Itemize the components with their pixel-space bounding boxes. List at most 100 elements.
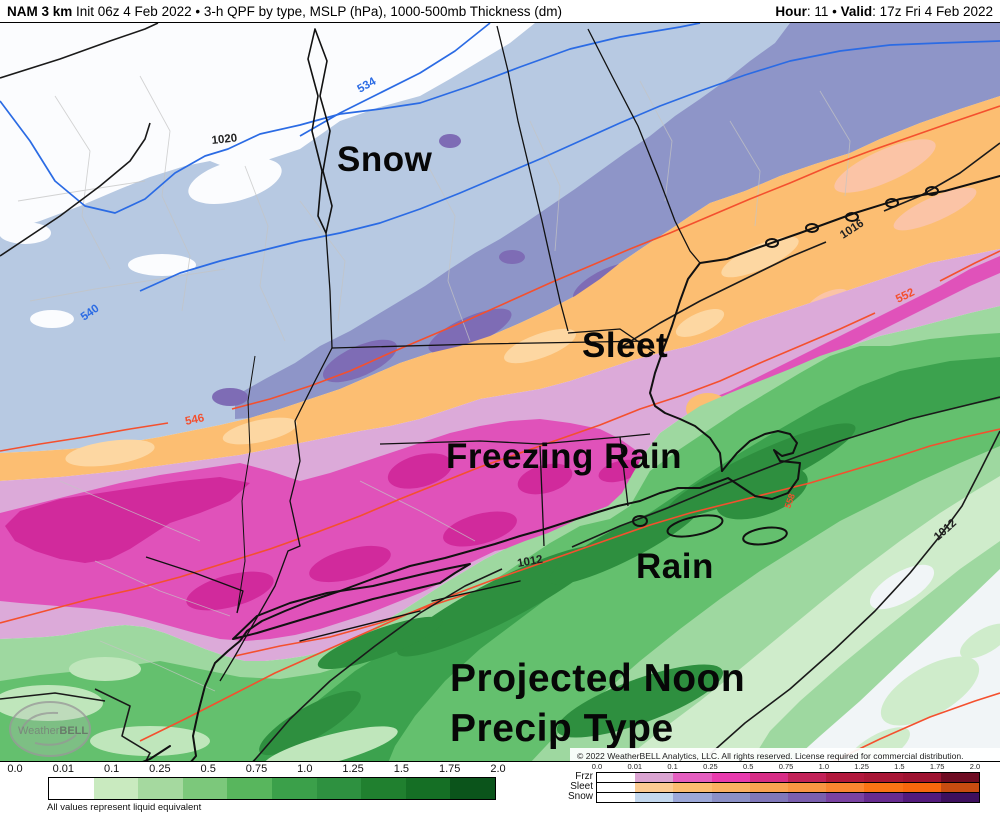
colorbar-segment (864, 772, 903, 782)
snow-medium-region (235, 23, 1000, 419)
colorbar-segment (597, 782, 636, 792)
qpf-colorbar (48, 777, 496, 800)
tick-label: 0.5 (742, 762, 754, 771)
tick-label: 0.1 (667, 762, 678, 771)
colorbar-segment (711, 772, 750, 782)
tick-label: 1.0 (297, 763, 313, 775)
colorbar-segment (361, 778, 406, 799)
thickness-contours-red (0, 105, 1000, 761)
valid-value: : 17z Fri 4 Feb 2022 (872, 3, 993, 19)
snow-annotation: Snow (337, 140, 433, 179)
tick-label: 2.0 (969, 762, 981, 771)
tick-label: 0.25 (149, 763, 171, 775)
colorbar-segment (749, 782, 789, 792)
qpf-caption: All values represent liquid equivalent (47, 802, 202, 813)
logo-text: WeatherBELL (18, 725, 88, 737)
model-name: NAM 3 km (7, 3, 73, 19)
colorbar-segment (316, 778, 362, 799)
weatherbell-logo: WeatherBELL (9, 701, 91, 757)
title-bar: NAM 3 km Init 06z 4 Feb 2022 • 3-h QPF b… (0, 0, 1000, 22)
colorbar-segment (749, 792, 789, 802)
colorbar-segment (597, 772, 636, 782)
tick-label: 1.75 (438, 763, 461, 775)
tick-label: 1.0 (818, 762, 830, 771)
mslp-1012a-label: 1012 (516, 554, 543, 570)
tick-label: 0.1 (103, 763, 120, 775)
sleet-region (0, 96, 1000, 481)
tick-label: 1.25 (342, 763, 364, 775)
colorbar-segment (673, 792, 712, 802)
thickness-contours-blue (0, 23, 1000, 292)
legend-strip: 0.0 0.01 0.1 0.25 0.5 0.75 1.0 1.25 1.5 1.75 2.0 A… (0, 762, 1000, 820)
tick-label: 1.5 (393, 763, 410, 775)
tick-label: 0.5 (200, 763, 216, 775)
tick-label: 2.0 (490, 763, 506, 775)
freezing-rain-annotation: Freezing Rain (446, 437, 682, 476)
ptype-rows: Frzr Sleet Snow (560, 771, 1000, 803)
product-subtitle: Init 06z 4 Feb 2022 • 3-h QPF by type, M… (72, 3, 562, 19)
frzr-deep-patches (5, 453, 642, 611)
colorbar-segment (405, 778, 451, 799)
ptype-row-label: Sleet (570, 781, 593, 792)
colorbar-segment (711, 792, 750, 802)
copyright-text: © 2022 WeatherBELL Analytics, LLC. All r… (577, 751, 964, 761)
state-borders (145, 25, 701, 682)
colorbar-segment (864, 782, 903, 792)
product-title: NAM 3 km Init 06z 4 Feb 2022 • 3-h QPF b… (0, 4, 562, 19)
caption-line2: Precip Type (450, 707, 674, 750)
colorbar-segment (597, 792, 636, 802)
bullet-separator: • (832, 3, 841, 19)
ptype-row-snow: Snow (560, 791, 1000, 803)
tick-label: 0.75 (778, 762, 794, 771)
colorbar-segment (826, 782, 865, 792)
hour-label: Hour (775, 3, 807, 19)
mslp-1020-label: 1020 (211, 132, 238, 147)
valid-label: Valid (840, 3, 873, 19)
colorbar-segment (902, 782, 941, 792)
colorbar-segment (826, 772, 865, 782)
colorbar-segment (788, 792, 827, 802)
tick-label: 0.25 (703, 762, 718, 771)
forecast-map: 1020 1016 1012 1012 534 540 546 552 558 … (0, 22, 1000, 762)
colorbar-segment (940, 792, 980, 802)
tick-label: 0.75 (245, 763, 268, 775)
colorbar-segment (940, 772, 980, 782)
colorbar-segment (227, 778, 272, 799)
tick-label: 0.0 (591, 762, 603, 771)
colorbar-segment (635, 782, 674, 792)
thk-558-label: 558 (782, 492, 797, 510)
tick-label: 1.5 (894, 762, 905, 771)
tick-label: 1.25 (854, 762, 869, 771)
ptype-row-label: Frzr (575, 771, 593, 782)
precip-type-annotations: Snow Sleet Freezing Rain Rain Projected … (337, 140, 745, 750)
colorbar-segment (182, 778, 228, 799)
colorbar-segment (673, 782, 712, 792)
tick-label: 1.75 (929, 762, 945, 771)
ptype-legend: 0.0 0.01 0.1 0.25 0.5 0.75 1.0 1.25 1.5 1.75 2.0 F… (560, 762, 1000, 820)
county-lines (17, 75, 851, 692)
ptype-row-frzr: Frzr (560, 771, 1000, 783)
ptype-row-sleet: Sleet (560, 781, 1000, 793)
colorbar-segment (635, 772, 674, 782)
ptype-row-label: Snow (567, 791, 593, 802)
colorbar-segment (450, 778, 495, 799)
colorbar-segment (788, 772, 827, 782)
frzr-core-region (0, 419, 660, 641)
colorbar-segment (271, 778, 317, 799)
valid-time: Hour: 11 • Valid: 17z Fri 4 Feb 2022 (775, 4, 1000, 19)
qpf-tick-labels: 0.0 0.01 0.1 0.25 0.5 0.75 1.0 1.25 1.5 1.75 2.0 (0, 763, 530, 776)
caption-line1: Projected Noon (450, 657, 745, 700)
colorbar-segment (93, 778, 139, 799)
colorbar-segment (940, 782, 980, 792)
ptype-tick-labels: 0.0 0.01 0.1 0.25 0.5 0.75 1.0 1.25 1.5 1.75 2.0 (560, 762, 1000, 772)
hour-value: : 11 (806, 3, 833, 19)
tick-label: 0.0 (7, 763, 23, 775)
colorbar-segment (749, 772, 789, 782)
rain-annotation: Rain (636, 547, 714, 586)
ptype-row-colorbar (596, 791, 980, 803)
sleet-annotation: Sleet (582, 326, 668, 365)
rain-dark-region (252, 357, 1000, 761)
colorbar-segment (673, 772, 712, 782)
thk-546-label: 546 (184, 412, 205, 428)
